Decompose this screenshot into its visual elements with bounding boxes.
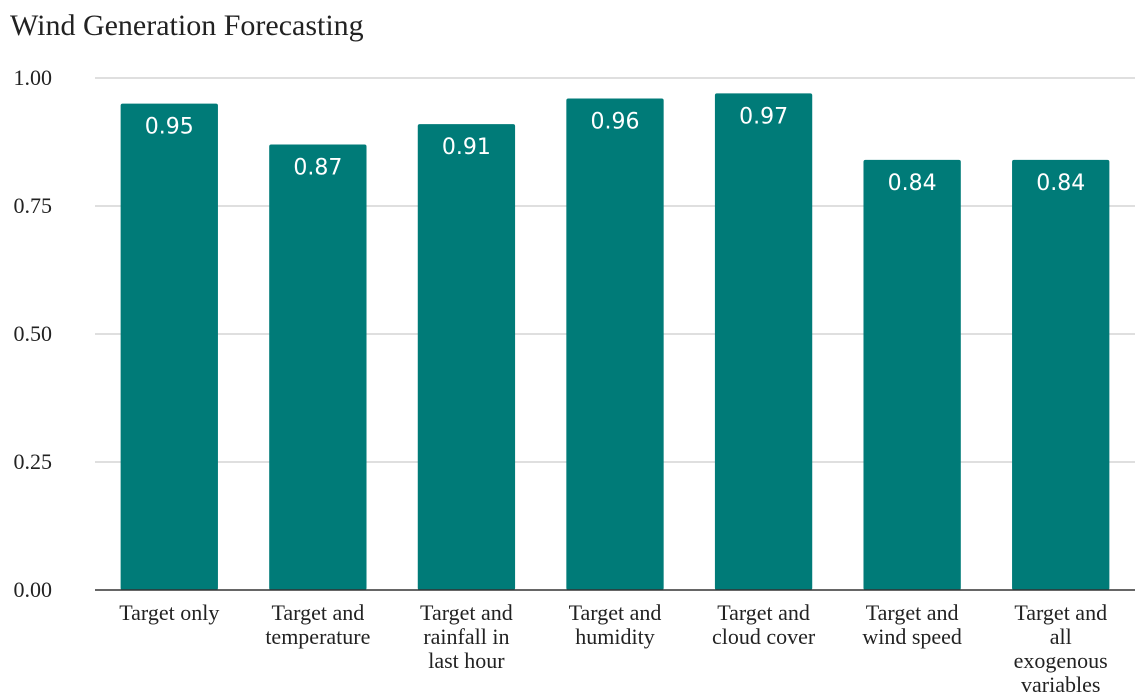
bar-value-label: 0.95: [145, 115, 194, 140]
bar-value-label: 0.97: [739, 104, 788, 129]
x-tick-label: exogenous: [1014, 648, 1108, 673]
bar: [566, 98, 664, 590]
bar: [863, 159, 961, 591]
x-tick-label: variables: [1021, 672, 1100, 697]
bar-value-label: 0.84: [1036, 171, 1085, 196]
x-tick-label: Target and: [569, 600, 662, 625]
x-tick-label: all: [1050, 624, 1072, 649]
x-tick-label: Target and: [1014, 600, 1107, 625]
y-tick-label: 0.50: [14, 321, 53, 346]
x-tick-label: rainfall in: [423, 624, 509, 649]
x-tick-label: Target and: [866, 600, 959, 625]
bar: [714, 93, 813, 591]
bar: [269, 144, 367, 590]
bar-value-label: 0.84: [888, 171, 937, 196]
x-tick-label: temperature: [265, 624, 370, 649]
y-tick-label: 0.25: [14, 449, 53, 474]
y-tick-label: 0.00: [14, 577, 53, 602]
y-tick-label: 1.00: [14, 65, 53, 90]
x-tick-label: Target and: [717, 600, 810, 625]
bar: [1012, 159, 1110, 591]
y-axis-ticks: 0.00 0.25 0.50 0.75 1.00: [14, 65, 53, 602]
bars: [120, 93, 1110, 591]
x-tick-label: wind speed: [862, 624, 962, 649]
x-tick-label: Target and: [420, 600, 513, 625]
bar: [417, 124, 516, 590]
bar-value-label: 0.87: [293, 156, 342, 181]
chart-title: Wind Generation Forecasting: [10, 9, 364, 42]
x-tick-label: cloud cover: [712, 624, 816, 649]
x-tick-label: last hour: [428, 648, 505, 673]
bar-value-label: 0.96: [591, 109, 640, 134]
data-labels: 0.95 0.87 0.91 0.96 0.97 0.84 0.84: [145, 104, 1085, 196]
bar-value-label: 0.91: [442, 135, 491, 160]
x-tick-label: Target and: [271, 600, 364, 625]
x-tick-label: Target only: [119, 600, 219, 625]
x-tick-label: humidity: [575, 624, 654, 649]
bar: [120, 103, 218, 590]
y-tick-label: 0.75: [14, 193, 53, 218]
